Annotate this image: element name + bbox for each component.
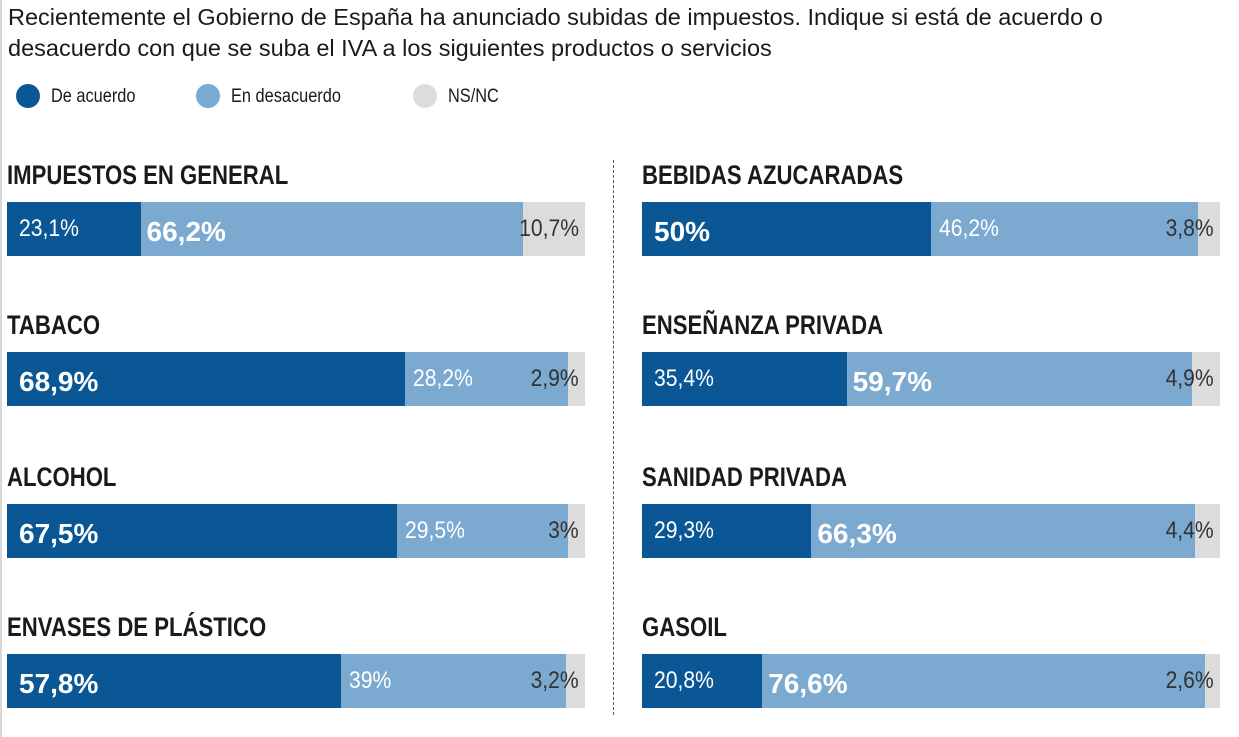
bar-segment-de-acuerdo: 35,4% [642,352,847,406]
stacked-bar: 50% 46,2% 3,8% [642,202,1220,256]
bar-segment-nsnc: 2,9% [531,352,585,406]
bar-segment-en-desacuerdo: 28,2% [405,352,569,406]
bar-segment-de-acuerdo: 68,9% [7,352,406,406]
data-label-de-acuerdo: 68,9% [19,366,99,397]
data-label-nsnc: 3% [548,517,579,544]
bar-segment-en-desacuerdo: 66,2% [140,202,524,256]
panel-sanidad-privada: SANIDAD PRIVADA 29,3% 66,3% 4,4% [642,462,1220,572]
bar-segment-nsnc: 3,2% [531,654,585,708]
bar-segment-en-desacuerdo: 46,2% [931,202,1199,256]
stacked-bar: 68,9% 28,2% 2,9% [7,352,585,406]
panel-title: TABACO [7,310,101,340]
bar-segment-de-acuerdo: 20,8% [642,654,763,708]
data-label-de-acuerdo: 57,8% [19,668,99,699]
legend-label-de-acuerdo: De acuerdo [51,86,136,107]
data-label-en-desacuerdo: 66,3% [817,518,897,549]
stacked-bar: 29,3% 66,3% 4,4% [642,504,1220,558]
bar-segment-de-acuerdo: 29,3% [642,504,812,558]
column-divider [613,160,614,715]
bar-segment-nsnc: 4,9% [1166,352,1220,406]
data-label-de-acuerdo: 20,8% [654,667,714,694]
data-label-nsnc: 3,8% [1165,215,1214,242]
bar-segment-nsnc: 10,7% [519,202,585,256]
panel-alcohol: ALCOHOL 67,5% 29,5% 3% [7,462,585,572]
bar-segment-nsnc: 2,6% [1166,654,1220,708]
bar-segment-en-desacuerdo: 59,7% [846,352,1192,406]
data-label-de-acuerdo: 67,5% [19,518,99,549]
data-label-en-desacuerdo: 59,7% [852,366,933,397]
data-label-en-desacuerdo: 46,2% [939,215,999,242]
panel-envases-de-plastico: ENVASES DE PLÁSTICO 57,8% 39% 3,2% [7,612,585,722]
legend-swatch-nsnc [413,84,437,108]
bar-segment-en-desacuerdo: 29,5% [397,504,568,558]
bar-segment-en-desacuerdo: 76,6% [762,654,1205,708]
data-label-en-desacuerdo: 29,5% [405,517,466,544]
panel-tabaco: TABACO 68,9% 28,2% 2,9% [7,310,585,420]
panel-ensenanza-privada: ENSEÑANZA PRIVADA 35,4% 59,7% 4,9% [642,310,1220,420]
legend-label-en-desacuerdo: En desacuerdo [231,86,341,107]
chart-title: Recientemente el Gobierno de España ha a… [8,4,1103,61]
stacked-bar: 67,5% 29,5% 3% [7,504,585,558]
panel-title: ENVASES DE PLÁSTICO [7,612,267,642]
panel-title: ENSEÑANZA PRIVADA [642,310,884,340]
data-label-de-acuerdo: 35,4% [654,365,714,392]
stacked-bar: 20,8% 76,6% 2,6% [642,654,1220,708]
legend-label-nsnc: NS/NC [448,86,499,107]
data-label-en-desacuerdo: 66,2% [146,216,226,247]
data-label-nsnc: 2,6% [1165,667,1214,694]
panel-title: SANIDAD PRIVADA [642,462,848,492]
bar-segment-en-desacuerdo: 66,3% [811,504,1195,558]
stacked-bar: 23,1% 66,2% 10,7% [7,202,585,256]
bar-segment-en-desacuerdo: 39% [341,654,567,708]
stacked-bar: 57,8% 39% 3,2% [7,654,585,708]
data-label-en-desacuerdo: 39% [349,667,392,694]
data-label-nsnc: 2,9% [530,365,579,392]
panel-title: GASOIL [642,612,727,642]
legend-swatch-de-acuerdo [16,84,40,108]
panel-impuestos-en-general: IMPUESTOS EN GENERAL 23,1% 66,2% 10,7% [7,160,585,270]
data-label-nsnc: 4,4% [1165,517,1214,544]
bar-segment-de-acuerdo: 67,5% [7,504,398,558]
data-label-de-acuerdo: 50% [654,216,711,247]
panel-title: BEBIDAS AZUCARADAS [642,160,904,190]
data-label-en-desacuerdo: 28,2% [413,365,474,392]
stacked-bar: 35,4% 59,7% 4,9% [642,352,1220,406]
panel-bebidas-azucaradas: BEBIDAS AZUCARADAS 50% 46,2% 3,8% [642,160,1220,270]
data-label-de-acuerdo: 23,1% [19,215,79,242]
data-label-nsnc: 10,7% [519,215,579,242]
bar-segment-nsnc: 4,4% [1166,504,1220,558]
data-label-de-acuerdo: 29,3% [654,517,714,544]
data-label-en-desacuerdo: 76,6% [768,668,848,699]
bar-segment-de-acuerdo: 23,1% [7,202,141,256]
legend-swatch-en-desacuerdo [196,84,220,108]
bar-segment-nsnc: 3,8% [1166,202,1220,256]
bar-segment-nsnc: 3% [548,504,585,558]
bar-segment-de-acuerdo: 50% [642,202,931,256]
panel-title: IMPUESTOS EN GENERAL [7,160,289,190]
left-rule [0,0,2,737]
data-label-nsnc: 3,2% [530,667,579,694]
data-label-nsnc: 4,9% [1165,365,1214,392]
panel-title: ALCOHOL [7,462,117,492]
bar-segment-de-acuerdo: 57,8% [7,654,342,708]
panel-gasoil: GASOIL 20,8% 76,6% 2,6% [642,612,1220,722]
